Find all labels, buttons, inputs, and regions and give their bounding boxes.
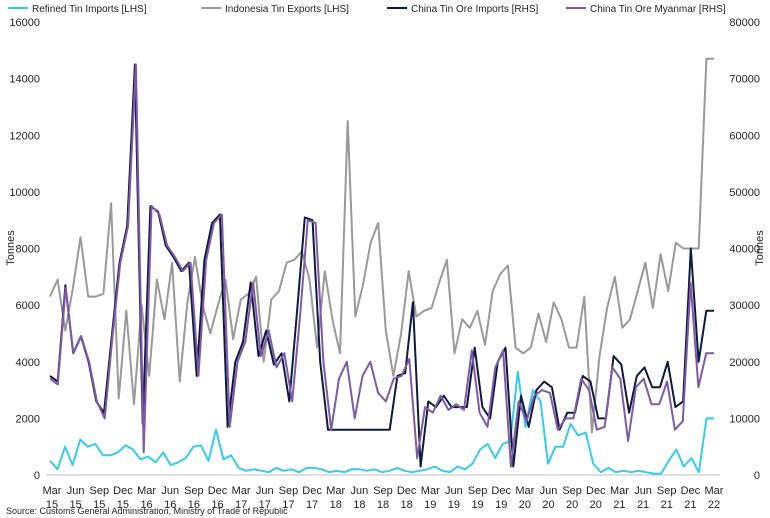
x-tick-month: Mar bbox=[326, 485, 345, 497]
legend-label: China Tin Ore Imports [RHS] bbox=[411, 4, 538, 15]
x-tick-month: Sep bbox=[562, 485, 582, 497]
left-tick-label: 16000 bbox=[9, 17, 40, 29]
x-tick-month: Mar bbox=[515, 485, 534, 497]
x-tick-month: Sep bbox=[184, 485, 204, 497]
x-tick-year: 21 bbox=[684, 499, 696, 511]
left-y-axis: 0 2000 4000 6000 8000 10000 12000 14000 16000 bbox=[9, 17, 40, 482]
left-tick-label: 4000 bbox=[16, 357, 40, 369]
x-tick-year: 18 bbox=[401, 499, 413, 511]
x-tick-month: Jun bbox=[540, 485, 558, 497]
x-tick-year: 15 bbox=[93, 499, 105, 511]
x-axis: Mar 15 Jun 15 Sep 15 Dec 15 Mar 16 Jun 16 Sep 16 Dec 16… bbox=[43, 485, 724, 511]
x-tick-year: 17 bbox=[235, 499, 247, 511]
x-tick-year: 17 bbox=[282, 499, 294, 511]
legend-label: Indonesia Tin Exports [LHS] bbox=[225, 4, 349, 15]
x-tick-month: Jun bbox=[161, 485, 179, 497]
x-tick-month: Jun bbox=[445, 485, 463, 497]
x-tick-month: Dec bbox=[586, 485, 606, 497]
left-tick-label: 14000 bbox=[9, 74, 40, 86]
x-tick-month: Mar bbox=[137, 485, 156, 497]
x-tick-year: 15 bbox=[70, 499, 82, 511]
x-tick-year: 15 bbox=[46, 499, 58, 511]
x-tick-year: 18 bbox=[353, 499, 365, 511]
x-tick-month: Dec bbox=[208, 485, 228, 497]
x-tick-year: 18 bbox=[377, 499, 389, 511]
right-tick-label: 80000 bbox=[729, 17, 760, 29]
x-tick-year: 21 bbox=[613, 499, 625, 511]
x-tick-year: 18 bbox=[330, 499, 342, 511]
x-tick-year: 21 bbox=[637, 499, 649, 511]
x-tick-month: Mar bbox=[705, 485, 724, 497]
x-tick-year: 21 bbox=[661, 499, 673, 511]
left-tick-label: 8000 bbox=[16, 244, 40, 256]
left-tick-label: 10000 bbox=[9, 187, 40, 199]
x-tick-year: 20 bbox=[566, 499, 578, 511]
legend: Refined Tin Imports [LHS] Indonesia Tin E… bbox=[8, 4, 726, 15]
x-tick-month: Mar bbox=[43, 485, 62, 497]
x-tick-year: 20 bbox=[519, 499, 531, 511]
x-tick-month: Dec bbox=[681, 485, 701, 497]
right-tick-label: 10000 bbox=[729, 413, 760, 425]
series-line-indonesia-tin-exports-lhs bbox=[49, 57, 714, 434]
right-tick-label: 50000 bbox=[729, 187, 760, 199]
left-tick-label: 6000 bbox=[16, 300, 40, 312]
left-tick-label: 2000 bbox=[16, 413, 40, 425]
x-tick-year: 22 bbox=[708, 499, 720, 511]
left-axis-title: Tonnes bbox=[5, 230, 17, 266]
x-tick-year: 17 bbox=[259, 499, 271, 511]
x-tick-year: 17 bbox=[306, 499, 318, 511]
x-tick-month: Jun bbox=[634, 485, 652, 497]
x-tick-year: 16 bbox=[164, 499, 176, 511]
series-line-china-tin-ore-myanmar-rhs bbox=[49, 63, 714, 468]
x-tick-month: Sep bbox=[89, 485, 109, 497]
x-tick-month: Jun bbox=[256, 485, 274, 497]
right-tick-label: 70000 bbox=[729, 74, 760, 86]
x-tick-month: Dec bbox=[302, 485, 322, 497]
x-tick-month: Sep bbox=[373, 485, 393, 497]
x-tick-month: Mar bbox=[610, 485, 629, 497]
series-lines bbox=[49, 57, 714, 475]
x-tick-month: Dec bbox=[491, 485, 511, 497]
x-tick-year: 16 bbox=[188, 499, 200, 511]
legend-label: Refined Tin Imports [LHS] bbox=[32, 4, 147, 15]
x-tick-year: 19 bbox=[471, 499, 483, 511]
x-tick-month: Sep bbox=[279, 485, 299, 497]
x-tick-year: 20 bbox=[590, 499, 602, 511]
source-note: Source: Customs General Administration, … bbox=[6, 506, 288, 516]
x-tick-month: Mar bbox=[232, 485, 251, 497]
x-tick-year: 19 bbox=[424, 499, 436, 511]
right-tick-label: 0 bbox=[754, 470, 760, 482]
series-line-refined-tin-imports-lhs bbox=[49, 370, 714, 475]
left-tick-label: 0 bbox=[34, 470, 40, 482]
x-tick-month: Jun bbox=[67, 485, 85, 497]
x-tick-month: Jun bbox=[350, 485, 368, 497]
legend-label: China Tin Ore Myanmar [RHS] bbox=[590, 4, 726, 15]
x-tick-month: Mar bbox=[421, 485, 440, 497]
x-tick-year: 20 bbox=[542, 499, 554, 511]
right-tick-label: 60000 bbox=[729, 130, 760, 142]
x-tick-month: Dec bbox=[397, 485, 417, 497]
x-tick-year: 19 bbox=[448, 499, 460, 511]
right-y-axis: 0 10000 20000 30000 40000 50000 60000 70000 8000… bbox=[729, 17, 760, 482]
x-tick-year: 16 bbox=[211, 499, 223, 511]
x-tick-year: 19 bbox=[495, 499, 507, 511]
right-tick-label: 20000 bbox=[729, 357, 760, 369]
right-axis-title: Tonnes bbox=[754, 230, 766, 266]
x-tick-month: Sep bbox=[657, 485, 677, 497]
x-tick-month: Dec bbox=[113, 485, 133, 497]
x-tick-year: 16 bbox=[140, 499, 152, 511]
right-tick-label: 30000 bbox=[729, 300, 760, 312]
left-tick-label: 12000 bbox=[9, 130, 40, 142]
right-tick-label: 40000 bbox=[729, 244, 760, 256]
x-tick-month: Sep bbox=[468, 485, 488, 497]
x-tick-year: 15 bbox=[117, 499, 129, 511]
